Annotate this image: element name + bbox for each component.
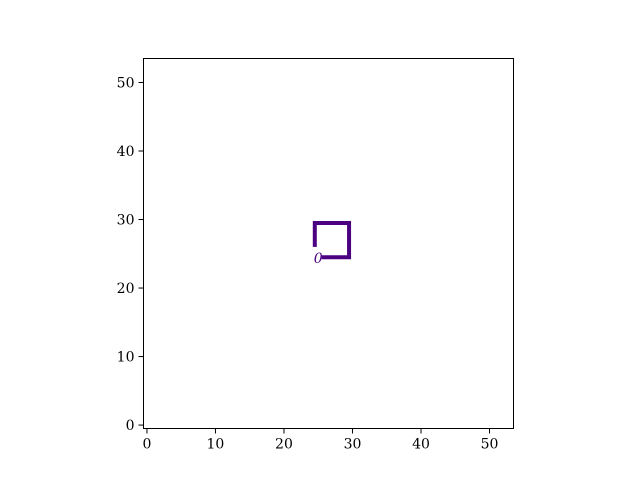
plot-layer [312,220,352,260]
axes-frame [143,58,514,429]
series-line [312,220,352,260]
x-tick-label: 0 [142,437,151,453]
tick-layer: 0 10 20 30 40 50 0 10 20 30 40 50 [117,75,499,452]
x-tick-label: 50 [481,437,499,453]
y-tick-label: 30 [117,213,135,229]
y-tick-label: 20 [117,281,135,297]
y-tick-label: 0 [126,418,135,434]
y-tick-label: 10 [117,350,135,366]
y-tick-label: 40 [117,144,135,160]
x-tick-label: 20 [275,437,293,453]
y-tick-label: 50 [117,75,135,91]
annotation-label: 0 [314,251,323,267]
x-tick-label: 30 [344,437,362,453]
x-tick-label: 10 [207,437,225,453]
x-tick-label: 40 [412,437,430,453]
text-layer: 0 [314,251,323,267]
